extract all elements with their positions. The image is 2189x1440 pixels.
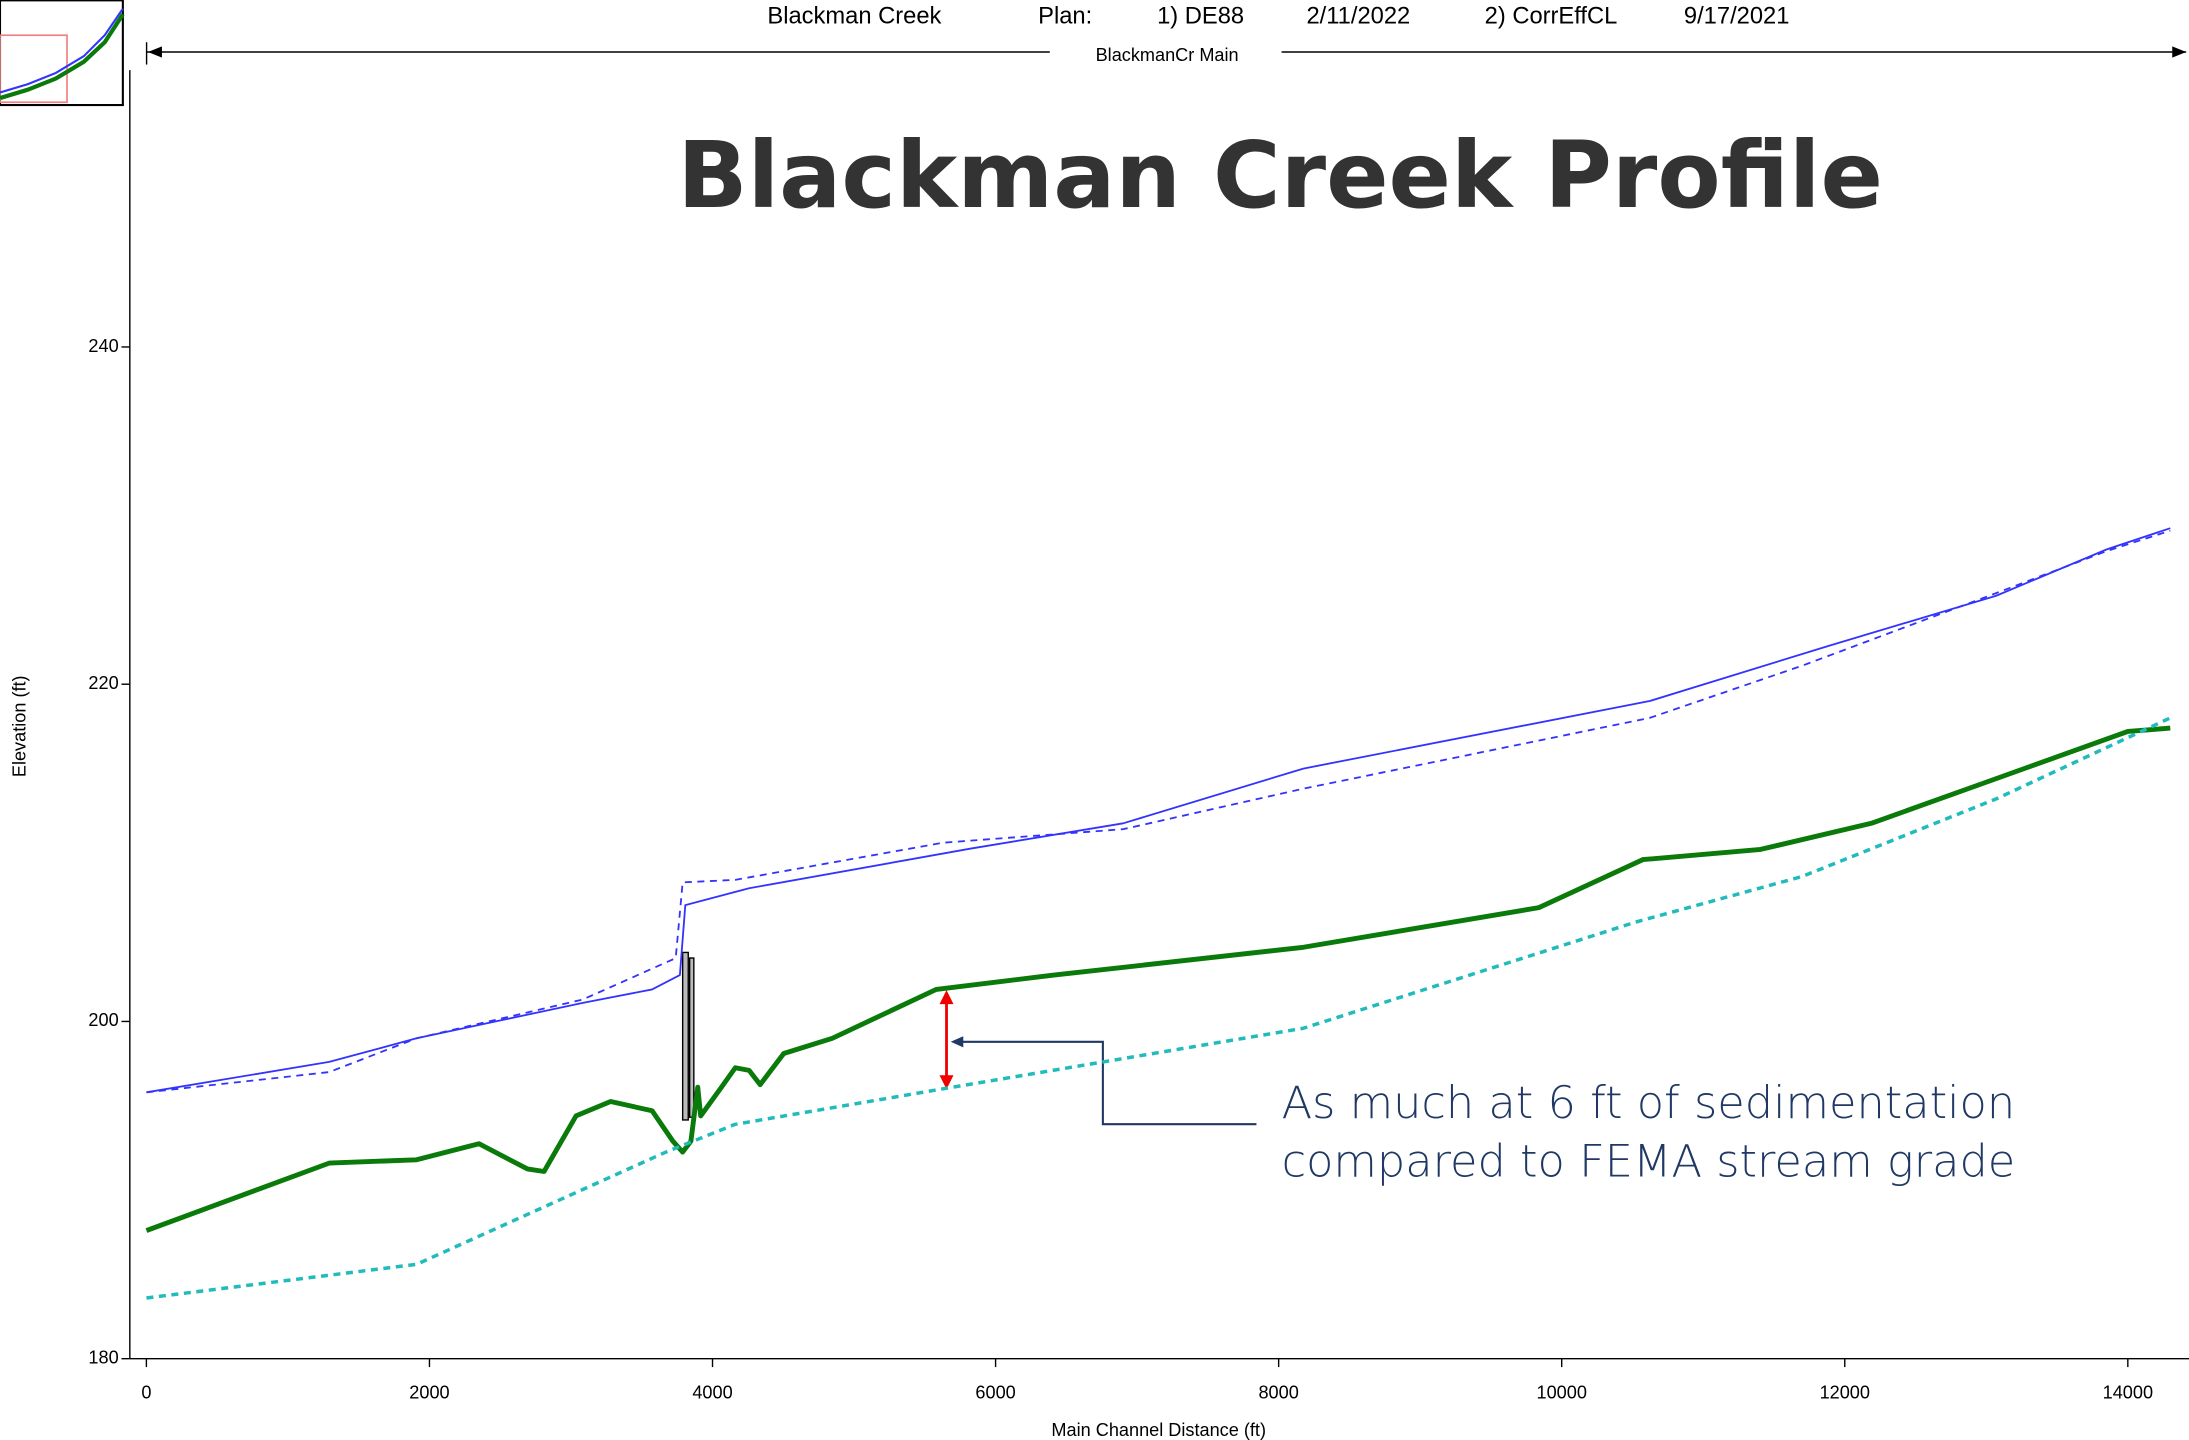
y-tick-label: 180	[88, 1347, 118, 1367]
x-tick-label: 8000	[1258, 1382, 1298, 1402]
x-axis-label: Main Channel Distance (ft)	[1051, 1420, 1266, 1440]
x-tick-label: 6000	[975, 1382, 1015, 1402]
x-tick-label: 12000	[1820, 1382, 1870, 1402]
profile-line	[146, 527, 2171, 1094]
profile-line	[146, 716, 2172, 1300]
y-tick-label: 240	[88, 336, 118, 356]
plan2: 2) CorrEffCL	[1485, 3, 1618, 29]
reach-label: BlackmanCr Main	[1096, 45, 1239, 65]
plan1: 1) DE88	[1157, 3, 1244, 29]
plan2-date: 9/17/2021	[1684, 3, 1790, 29]
annotation: As much at 6 ft of sedimentation	[1282, 1077, 2016, 1129]
x-tick-label: 0	[141, 1382, 151, 1402]
x-tick-label: 14000	[2103, 1382, 2153, 1402]
reach-arrow	[145, 42, 2187, 65]
y-axis-label: Elevation (ft)	[10, 675, 30, 777]
plan-label: Plan:	[1038, 3, 1092, 29]
sedimentation-arrow	[939, 990, 954, 1090]
profile-line	[146, 529, 2171, 1094]
plan1-date: 2/11/2022	[1306, 3, 1410, 29]
callout-line	[950, 1036, 1257, 1126]
annotation: compared to FEMA stream grade	[1282, 1136, 2016, 1188]
x-tick-label: 10000	[1537, 1382, 1587, 1402]
y-tick-label: 200	[88, 1010, 118, 1030]
x-tick-label: 2000	[409, 1382, 449, 1402]
river-name: Blackman Creek	[767, 3, 941, 29]
overview-inset	[0, 0, 125, 107]
x-tick-label: 4000	[692, 1382, 732, 1402]
profile-line	[145, 725, 2171, 1233]
bridge	[681, 951, 695, 1121]
chart-title: Blackman Creek Profile	[677, 121, 1883, 229]
y-tick-label: 220	[88, 673, 118, 693]
